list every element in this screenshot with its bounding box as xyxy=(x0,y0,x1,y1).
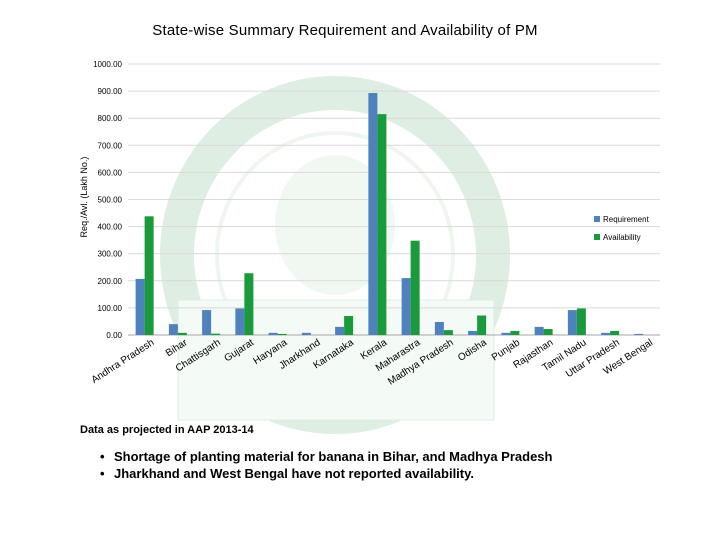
y-tick-label: 300.00 xyxy=(98,250,123,259)
bar-requirement xyxy=(335,326,345,335)
x-tick-label: Andhra Pradesh xyxy=(90,337,157,386)
watermark-emblem xyxy=(160,76,510,434)
chart-title: State-wise Summary Requirement and Avail… xyxy=(152,22,538,39)
bar-requirement xyxy=(468,330,478,335)
bar-requirement xyxy=(401,278,411,335)
bar-requirement xyxy=(368,92,378,335)
bar-requirement xyxy=(202,310,212,335)
footnote: Data as projected in AAP 2013-14 xyxy=(80,424,254,436)
bar-requirement xyxy=(634,333,644,335)
bar-availability xyxy=(377,114,387,335)
bar-availability xyxy=(443,330,453,335)
bar-availability xyxy=(410,240,420,335)
y-tick-label: 700.00 xyxy=(98,141,123,150)
bar-availability xyxy=(144,216,154,335)
note-item: Shortage of planting material for banana… xyxy=(100,448,552,465)
bar-requirement xyxy=(501,332,511,335)
y-tick-label: 0.00 xyxy=(106,331,122,340)
bar-requirement xyxy=(135,278,145,335)
y-tick-label: 400.00 xyxy=(98,223,123,232)
bar-availability xyxy=(477,315,487,335)
bar-availability xyxy=(610,330,620,335)
y-tick-label: 500.00 xyxy=(98,196,123,205)
bar-requirement xyxy=(301,332,311,335)
notes-list: Shortage of planting material for banana… xyxy=(100,448,552,482)
y-tick-label: 800.00 xyxy=(98,114,123,123)
y-tick-label: 1000.00 xyxy=(93,60,122,69)
bar-availability xyxy=(344,316,354,335)
bar-availability xyxy=(510,330,520,335)
legend-swatch xyxy=(594,216,600,222)
y-tick-label: 900.00 xyxy=(98,87,123,96)
legend-label: Requirement xyxy=(603,215,650,224)
bar-availability xyxy=(277,333,287,335)
bar-requirement xyxy=(601,332,611,335)
y-axis-label: Req./Avl. (Lakh No.) xyxy=(79,157,89,238)
bar-availability xyxy=(576,308,586,335)
legend: Requirement Availability xyxy=(594,215,650,242)
bar-requirement xyxy=(268,332,278,335)
bar-availability xyxy=(244,273,254,335)
bar-requirement xyxy=(534,326,544,335)
bar-requirement xyxy=(235,308,245,335)
y-tick-label: 200.00 xyxy=(98,277,123,286)
bar-requirement xyxy=(168,324,178,335)
y-tick-label: 100.00 xyxy=(98,304,123,313)
bar-requirement xyxy=(567,310,577,335)
note-item: Jharkhand and West Bengal have not repor… xyxy=(100,465,552,482)
bar-availability xyxy=(211,333,221,335)
bar-requirement xyxy=(434,321,444,335)
bar-availability xyxy=(177,332,187,335)
bar-availability xyxy=(543,329,553,335)
y-tick-label: 600.00 xyxy=(98,168,123,177)
legend-label: Availability xyxy=(603,233,641,242)
legend-swatch xyxy=(594,234,600,240)
